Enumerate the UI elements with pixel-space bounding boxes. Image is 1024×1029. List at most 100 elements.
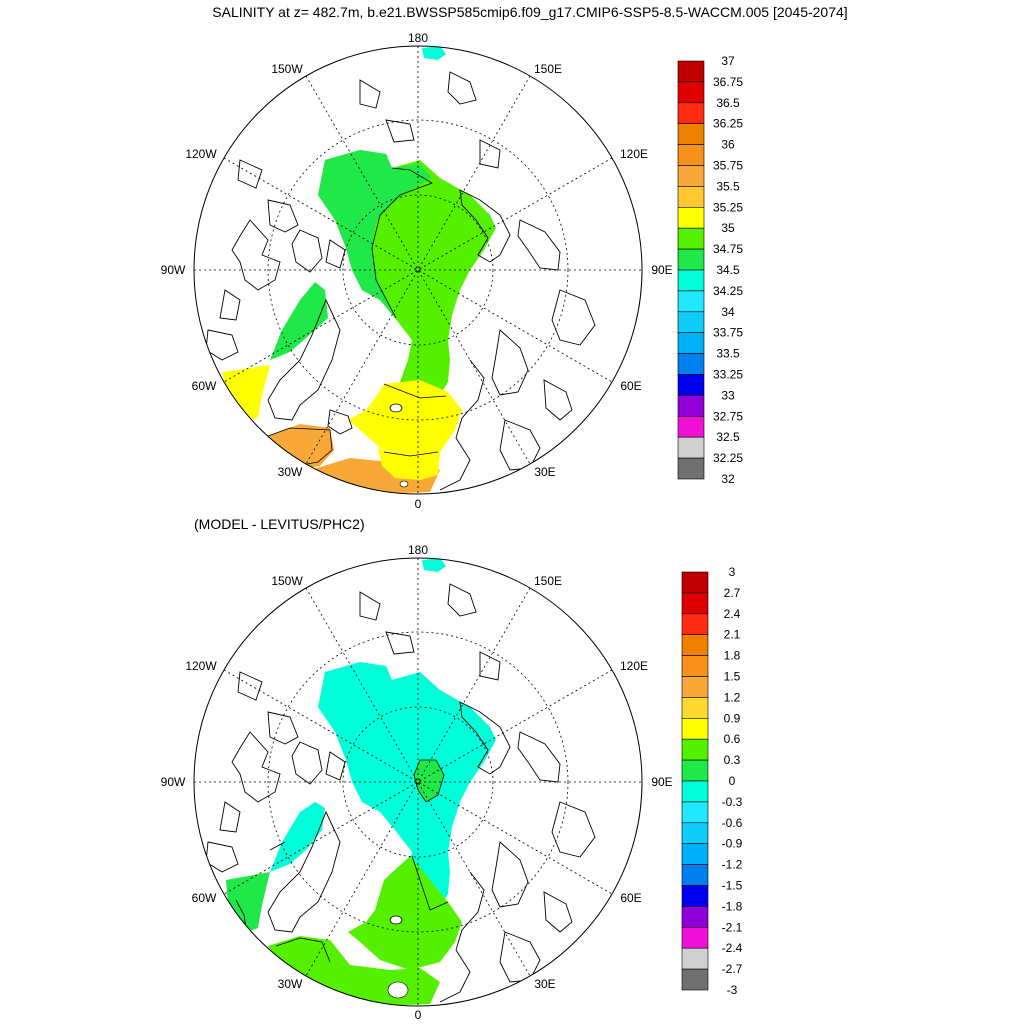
colorbar-label: 32 bbox=[721, 472, 735, 486]
field-canada-basin-edge bbox=[318, 150, 432, 318]
colorbar-label: 33.5 bbox=[716, 347, 740, 361]
colorbar-swatch bbox=[677, 353, 705, 375]
lon-label-120e: 120E bbox=[620, 147, 648, 161]
lon-label-30e: 30E bbox=[534, 465, 555, 479]
lon-label-180: 180 bbox=[408, 31, 428, 45]
colorbar-label: 33.75 bbox=[713, 326, 743, 340]
lon-label-120w: 120W bbox=[185, 659, 217, 673]
colorbar-swatch bbox=[681, 947, 709, 970]
colorbar-label: 1.8 bbox=[724, 649, 741, 663]
colorbar-label: 33 bbox=[721, 388, 735, 402]
colorbar-label: 36.75 bbox=[713, 75, 743, 89]
lon-label-30w: 30W bbox=[278, 977, 303, 991]
field-baffin-bay bbox=[270, 282, 328, 360]
graticule bbox=[194, 46, 642, 494]
colorbar-swatch bbox=[681, 885, 709, 907]
colorbar-label: 2.7 bbox=[724, 586, 741, 600]
colorbar-swatch bbox=[677, 123, 705, 145]
colorbar-swatch bbox=[677, 415, 705, 438]
lon-label-150w: 150W bbox=[271, 574, 303, 588]
colorbar-swatch bbox=[681, 592, 709, 615]
lon-label-30w: 30W bbox=[278, 465, 303, 479]
colorbar-swatch bbox=[677, 60, 705, 83]
colorbar-swatch bbox=[681, 634, 709, 656]
figure-title: SALINITY at z= 482.7m, b.e21.BWSSP585cmi… bbox=[212, 4, 847, 20]
colorbar-swatch bbox=[681, 822, 709, 844]
colorbar-label: 1.2 bbox=[724, 690, 741, 704]
colorbar-label: 37 bbox=[721, 54, 735, 68]
colorbar-swatch bbox=[677, 290, 705, 313]
colorbar-swatch bbox=[681, 968, 709, 991]
colorbar-label: 36.5 bbox=[716, 96, 740, 110]
colorbar-label: 32.5 bbox=[716, 430, 740, 444]
colorbar-label: -3 bbox=[727, 983, 738, 997]
lon-label-90e: 90E bbox=[651, 775, 672, 789]
colorbar-label: 35.5 bbox=[716, 179, 740, 193]
colorbar-swatch bbox=[677, 332, 705, 354]
colorbar-swatch bbox=[681, 613, 709, 635]
colorbar-label: 0.3 bbox=[724, 753, 741, 767]
colorbar-swatch bbox=[681, 676, 709, 698]
colorbar-swatch bbox=[681, 655, 709, 677]
colorbar-salinity: 37 36.75 36.5 36.25 36 35.75 35.5 35.25 35 34.75 3… bbox=[677, 54, 743, 486]
colorbar-swatch bbox=[677, 436, 705, 459]
colorbar-swatch bbox=[677, 207, 705, 229]
lon-label-90e: 90E bbox=[651, 263, 672, 277]
colorbar-label: -1.2 bbox=[722, 858, 743, 872]
colorbar-swatch bbox=[677, 227, 705, 250]
field-baffin-bay bbox=[270, 802, 325, 872]
colorbar-label: -2.7 bbox=[722, 962, 743, 976]
field-nordic-seas bbox=[348, 856, 462, 970]
lon-label-60e: 60E bbox=[620, 891, 641, 905]
lon-label-120w: 120W bbox=[185, 147, 217, 161]
lon-label-150e: 150E bbox=[534, 574, 562, 588]
colorbar-swatch bbox=[677, 144, 705, 166]
colorbar-label: -0.6 bbox=[722, 816, 743, 830]
colorbar-swatch bbox=[677, 165, 705, 187]
colorbar-swatch bbox=[681, 571, 709, 594]
colorbar-label: 35 bbox=[721, 221, 735, 235]
colorbar-label: 35.25 bbox=[713, 200, 743, 214]
coastlines bbox=[205, 583, 596, 1003]
colorbar-label: 0 bbox=[729, 774, 736, 788]
colorbar-label: 2.4 bbox=[724, 607, 741, 621]
lon-label-60w: 60W bbox=[192, 379, 217, 393]
lon-label-30e: 30E bbox=[534, 977, 555, 991]
colorbar-difference: 3 2.7 2.4 2.1 1.8 1.5 1.2 0.9 0.6 0.3 0 -0.3 -0.6 -0.… bbox=[681, 565, 743, 997]
field-lomonosov-patch bbox=[414, 760, 444, 802]
colorbar-label: 0.9 bbox=[724, 711, 741, 725]
colorbar-label: -1.8 bbox=[722, 899, 743, 913]
lon-label-120e: 120E bbox=[620, 659, 648, 673]
colorbar-label: 32.75 bbox=[713, 409, 743, 423]
colorbar-label: 34.75 bbox=[713, 242, 743, 256]
colorbar-swatch bbox=[681, 843, 709, 865]
colorbar-swatch bbox=[677, 102, 705, 125]
lon-label-150w: 150W bbox=[271, 62, 303, 76]
lon-label-60w: 60W bbox=[192, 891, 217, 905]
colorbar-swatch bbox=[677, 269, 705, 292]
field-labrador-sea bbox=[222, 365, 270, 420]
colorbar-label: 34 bbox=[721, 305, 735, 319]
colorbar-swatch bbox=[677, 457, 705, 480]
colorbar-swatch bbox=[681, 864, 709, 886]
colorbar-label: 34.5 bbox=[716, 263, 740, 277]
field-central-arctic bbox=[318, 662, 496, 912]
colorbar-label: 36.25 bbox=[713, 117, 743, 131]
colorbar-swatch bbox=[677, 186, 705, 208]
colorbar-swatch bbox=[677, 81, 705, 104]
map-panel-salinity: 180 150W 150E 120W 120E 90W 90E 60W 60E … bbox=[161, 31, 673, 511]
colorbar-label: -0.3 bbox=[722, 795, 743, 809]
colorbar-label: 34.25 bbox=[713, 284, 743, 298]
lon-label-90w: 90W bbox=[161, 775, 186, 789]
colorbar-swatch bbox=[681, 906, 709, 928]
colorbar-label: 2.1 bbox=[724, 628, 741, 642]
colorbar-swatch bbox=[681, 801, 709, 824]
colorbar-label: 1.5 bbox=[724, 670, 741, 684]
colorbar-label: 32.25 bbox=[713, 451, 743, 465]
coastlines bbox=[205, 71, 596, 491]
colorbar-label: -2.1 bbox=[722, 920, 743, 934]
map-panel-difference: 180 150W 150E 120W 120E 90W 90E 60W 60E … bbox=[161, 543, 673, 1022]
colorbar-label: -0.9 bbox=[722, 837, 743, 851]
